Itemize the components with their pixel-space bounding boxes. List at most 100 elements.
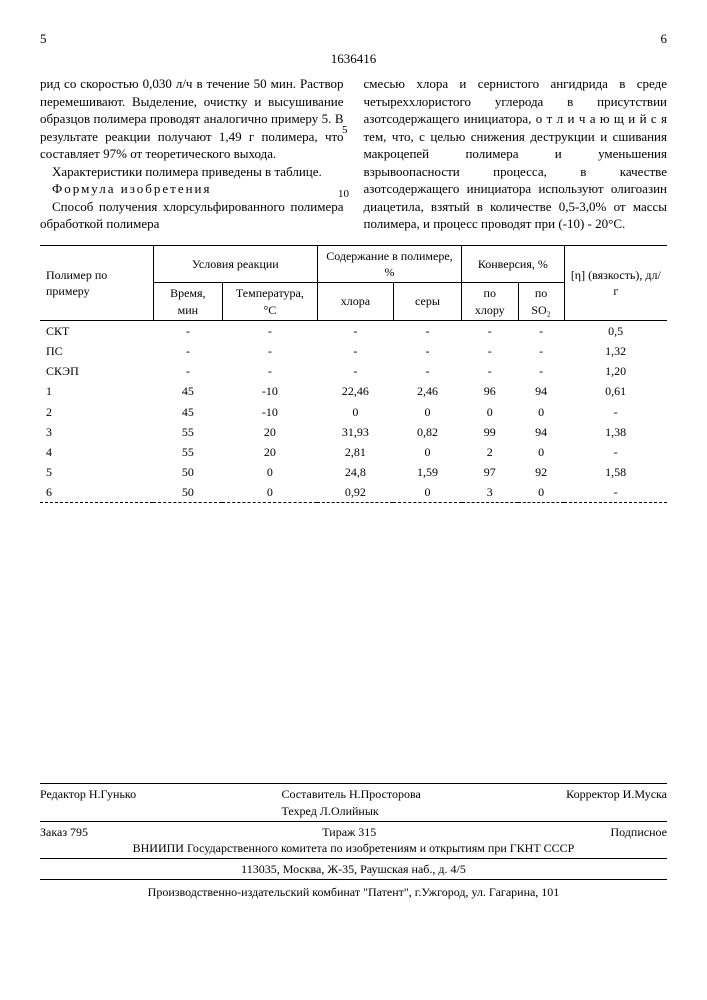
table-cell: - [222,341,317,361]
table-cell: 6 [40,482,153,503]
table-row: 550024,81,5997921,58 [40,462,667,482]
table-row: 455202,81020- [40,442,667,462]
table-cell: 50 [153,482,222,503]
table-cell: - [393,361,461,381]
table-cell: - [393,341,461,361]
table-cell: 5 [40,462,153,482]
table-cell: 0 [393,442,461,462]
address: 113035, Москва, Ж-35, Раушская наб., д. … [40,859,667,880]
table-cell: 0,61 [564,381,667,401]
sub-time: Время, мин [153,283,222,320]
sub-temp: Температура, °С [222,283,317,320]
table-cell: -10 [222,381,317,401]
page-numbers: 5 6 [40,30,667,48]
right-para-1: смесью хлора и сернистого ангидрида в ср… [364,75,668,233]
col-viscosity: [η] (вязкость), дл/г [564,246,667,321]
table-cell: -10 [222,402,317,422]
tirazh: Тираж 315 [322,824,376,840]
table-cell: - [393,320,461,341]
col-conditions: Условия реакции [153,246,317,283]
col-content: Содержание в полимере, % [317,246,461,283]
formula-heading: Формула изобретения [40,180,344,198]
table-row: 3552031,930,8299941,38 [40,422,667,442]
table-row: 145-1022,462,4696940,61 [40,381,667,401]
table-cell: 0 [222,462,317,482]
right-column: смесью хлора и сернистого ангидрида в ср… [364,75,668,233]
table-cell: 55 [153,422,222,442]
table-cell: 45 [153,402,222,422]
order: Заказ 795 [40,824,88,840]
page-num-right: 6 [661,30,668,48]
table-row: ПС------1,32 [40,341,667,361]
table-cell: 94 [518,381,564,401]
table-cell: 2,81 [317,442,393,462]
table-cell: - [518,361,564,381]
table-cell: - [153,320,222,341]
table-cell: - [518,320,564,341]
table-cell: 1,38 [564,422,667,442]
left-para-3: Способ получения хлорсульфированного пол… [40,198,344,233]
table-cell: 99 [462,422,518,442]
techred: Техред Л.Олийнык [281,804,378,818]
doc-number: 1636416 [40,50,667,68]
publisher: Производственно-издательский комбинат "П… [40,880,667,900]
table-cell: 96 [462,381,518,401]
table-cell: - [564,442,667,462]
table-cell: 2 [40,402,153,422]
table-cell: 50 [153,462,222,482]
table-cell: 3 [40,422,153,442]
table-row: СКЭП------1,20 [40,361,667,381]
page-num-left: 5 [40,30,47,48]
table-cell: 1,58 [564,462,667,482]
table-cell: 1,59 [393,462,461,482]
table-cell: 0,82 [393,422,461,442]
sub-conv-so2: по SO₂ [518,283,564,320]
table-cell: - [317,361,393,381]
table-cell: 45 [153,381,222,401]
table-cell: 92 [518,462,564,482]
table-cell: 97 [462,462,518,482]
table-cell: 22,46 [317,381,393,401]
table-cell: 0 [518,442,564,462]
table-row: 245-100000- [40,402,667,422]
table-cell: СКТ [40,320,153,341]
table-cell: 0 [518,402,564,422]
table-cell: 4 [40,442,153,462]
left-para-2: Характеристики полимера приведены в табл… [40,163,344,181]
footer: Редактор Н.Гунько Составитель Н.Просторо… [40,783,667,900]
table-cell: 1,32 [564,341,667,361]
table-cell: 94 [518,422,564,442]
table-cell: - [518,341,564,361]
corrector: Корректор И.Муска [566,786,667,818]
table-cell: 31,93 [317,422,393,442]
table-cell: - [462,361,518,381]
table-cell: - [153,361,222,381]
sub-conv-cl: по хлору [462,283,518,320]
table-cell: - [462,320,518,341]
table-cell: 0,92 [317,482,393,503]
data-table: Полимер по примеру Условия реакции Содер… [40,245,667,503]
table-cell: 0 [518,482,564,503]
table-cell: - [222,361,317,381]
table-cell: 3 [462,482,518,503]
podpisnoe: Подписное [610,824,667,840]
compiler: Составитель Н.Просторова [281,787,420,801]
table-cell: ПС [40,341,153,361]
table-cell: - [462,341,518,361]
table-cell: 1,20 [564,361,667,381]
table-cell: 2 [462,442,518,462]
col-conversion: Конверсия, % [462,246,565,283]
table-cell: - [564,402,667,422]
table-cell: 0 [222,482,317,503]
sub-chlorine: хлора [317,283,393,320]
line-marker-10: 10 [338,187,349,202]
table-cell: - [317,320,393,341]
left-column: рид со скоростью 0,030 л/ч в течение 50 … [40,75,344,233]
table-cell: 1 [40,381,153,401]
table-row: СКТ------0,5 [40,320,667,341]
table-row: 65000,92030- [40,482,667,503]
line-marker-5: 5 [342,123,348,138]
table-cell: 55 [153,442,222,462]
table-cell: - [153,341,222,361]
col-polymer: Полимер по примеру [40,246,153,321]
